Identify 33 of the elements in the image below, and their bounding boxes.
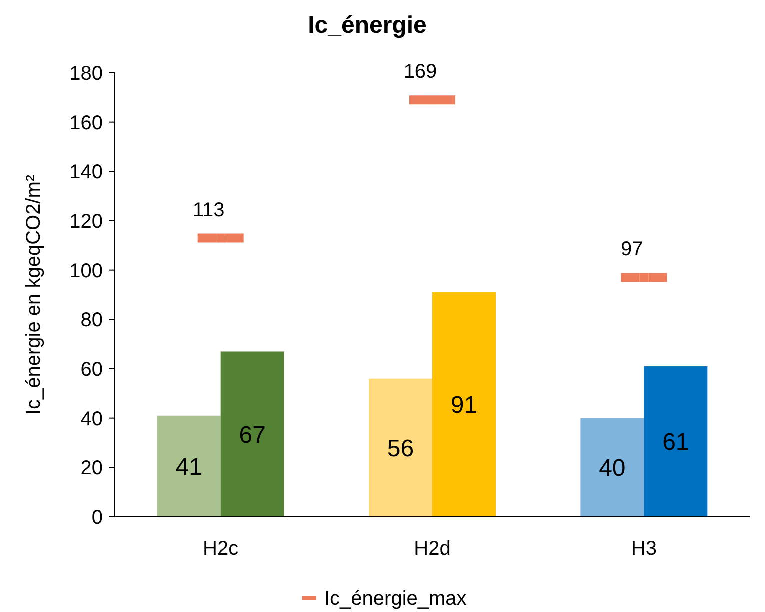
data-label: 97: [621, 238, 644, 261]
y-tick-label: 80: [80, 310, 103, 332]
bar: [157, 416, 221, 517]
data-label: 41: [176, 454, 202, 481]
data-label: 91: [450, 392, 478, 420]
y-tick-label: 0: [92, 507, 103, 529]
point: [640, 273, 649, 282]
x-tick-label: H2d: [414, 538, 451, 560]
data-label: 56: [387, 435, 414, 462]
y-axis-title: Ic_énergie en kgeqCO2/m²: [23, 174, 45, 416]
x-tick-label: H2c: [203, 538, 239, 560]
y-tick-label: 100: [70, 260, 103, 282]
y-tick-label: 40: [80, 408, 103, 430]
x-tick-label: H3: [631, 538, 657, 560]
data-label: 67: [239, 422, 266, 449]
bar: [644, 366, 708, 517]
y-tick-label: 180: [70, 63, 103, 85]
y-tick-label: 60: [80, 359, 103, 381]
data-label: 113: [192, 199, 225, 222]
bar: [220, 352, 284, 517]
data-label: 40: [599, 455, 626, 482]
legend-label: Ic_énergie_max: [324, 588, 467, 610]
data-label: 61: [662, 429, 690, 456]
bar: [432, 292, 496, 517]
bar: [580, 418, 644, 517]
y-tick-label: 120: [70, 211, 103, 233]
chart-title: Ic_énergie: [308, 12, 427, 39]
y-tick-label: 20: [80, 458, 103, 480]
y-tick-label: 140: [70, 162, 103, 184]
point: [216, 234, 226, 243]
y-tick-label: 160: [70, 112, 103, 134]
data-label: 169: [404, 61, 438, 84]
bar: [369, 378, 432, 517]
